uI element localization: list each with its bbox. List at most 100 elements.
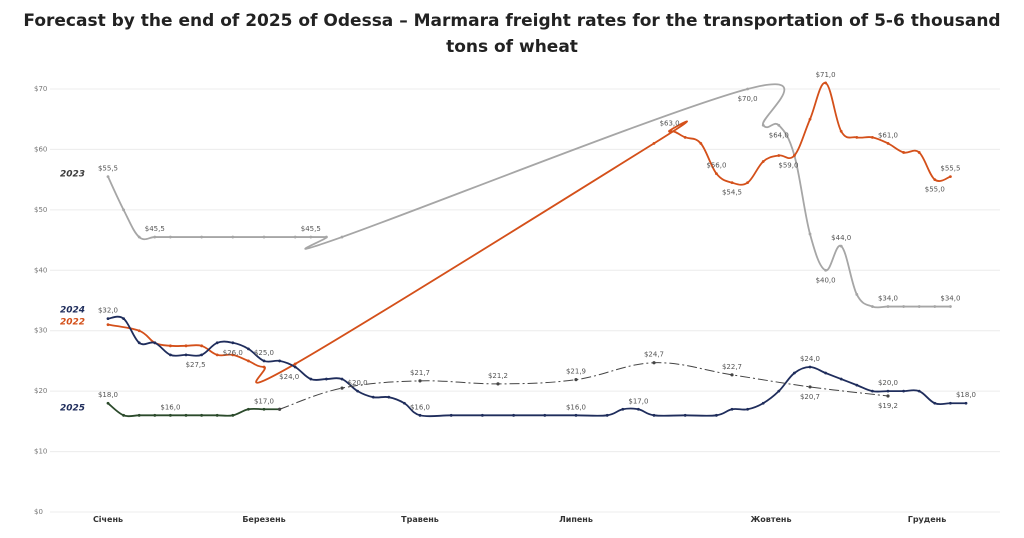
data-point-2024	[122, 317, 125, 321]
data-point-2025	[247, 407, 250, 411]
x-axis-ticks: Січень Березень Травень Липень Жовтень Груден…	[93, 514, 946, 524]
data-point-2022	[137, 329, 141, 333]
data-label-2025: $22,7	[722, 363, 742, 371]
data-point-2022	[169, 344, 172, 348]
series-group	[106, 81, 968, 418]
data-point-2024	[886, 389, 890, 393]
y-tick-label: $0	[34, 508, 43, 516]
data-point-2022	[808, 117, 812, 121]
data-point-2024	[309, 377, 313, 381]
data-point-2025	[137, 413, 141, 417]
data-point-2022	[106, 323, 110, 327]
data-point-2024	[449, 413, 453, 417]
data-point-2025	[418, 379, 422, 383]
data-point-2024	[871, 389, 874, 393]
data-point-2023	[839, 244, 843, 248]
data-point-2025	[200, 413, 204, 417]
data-point-2024	[153, 341, 157, 345]
data-point-2023	[746, 87, 749, 91]
data-label-2025: $21,7	[410, 369, 430, 377]
data-point-2024	[481, 413, 484, 417]
data-point-2022	[824, 81, 827, 85]
data-point-2024	[137, 341, 141, 345]
data-label-2023: $45,5	[145, 225, 165, 233]
data-point-2022	[215, 353, 219, 357]
data-point-2024	[169, 353, 172, 357]
data-point-2023	[871, 305, 874, 308]
data-point-2024	[855, 383, 859, 387]
y-tick-label: $70	[34, 85, 47, 93]
data-label-2022: $55,5	[940, 165, 960, 173]
data-point-2024	[964, 401, 968, 405]
data-labels: $55,5 $45,5 $45,5 $70,0 $64,0 $40,0 $44,0 $34,0…	[98, 71, 976, 411]
chart-title: Forecast by the end of 2025 of Odessa – …	[0, 8, 1024, 60]
data-label-2022: $63,0	[660, 119, 680, 127]
data-point-2023	[949, 305, 952, 308]
data-label-2022: $56,0	[706, 162, 726, 170]
data-point-2025	[730, 373, 734, 377]
data-point-2022	[652, 141, 656, 145]
data-point-2023	[122, 208, 125, 212]
data-point-2022	[871, 135, 874, 139]
x-tick-label: Жовтень	[751, 515, 792, 524]
data-point-2025	[122, 413, 125, 417]
data-point-2025	[808, 385, 812, 389]
data-label-2022: $61,0	[878, 131, 898, 139]
data-label-2024: $24,0	[800, 355, 820, 363]
data-point-2022	[777, 154, 781, 157]
data-label-2025: $21,2	[488, 372, 508, 380]
data-point-2024	[839, 377, 843, 381]
data-point-2024	[512, 413, 515, 417]
data-label-2025: $18,0	[98, 391, 118, 399]
data-point-2022	[247, 359, 250, 363]
data-point-2022	[902, 151, 905, 154]
data-point-2022	[917, 151, 921, 154]
y-tick-label: $10	[34, 448, 47, 456]
data-point-2025	[886, 394, 890, 398]
data-point-2022	[293, 362, 297, 366]
data-point-2023	[153, 235, 157, 239]
data-point-2024	[746, 407, 749, 411]
data-label-2024: $16,0	[566, 403, 586, 411]
data-point-2024	[761, 401, 765, 405]
data-label-2024: $27,5	[186, 361, 206, 369]
data-point-2023	[933, 305, 937, 308]
data-label-2022: $59,0	[778, 161, 798, 169]
data-label-2025: $24,7	[644, 351, 664, 359]
data-point-2025	[106, 401, 110, 405]
x-tick-label: Березень	[242, 515, 285, 524]
data-point-2022	[683, 135, 687, 139]
data-label-2022: $54,5	[722, 189, 742, 197]
data-label-2023: $70,0	[738, 95, 758, 103]
data-point-2024	[356, 389, 359, 393]
data-point-2022	[886, 141, 890, 145]
data-point-2024	[340, 377, 344, 381]
data-point-2022	[200, 344, 204, 348]
data-point-2022	[949, 175, 952, 179]
data-point-2024	[278, 359, 281, 363]
data-point-2023	[824, 268, 827, 272]
data-point-2023	[777, 123, 781, 127]
data-point-2025	[340, 386, 344, 390]
data-point-2023	[808, 232, 812, 236]
y-tick-label: $50	[34, 206, 47, 214]
series-line-2023	[107, 83, 951, 309]
data-label-2024: $32,0	[98, 307, 118, 315]
data-point-2022	[839, 129, 843, 133]
data-point-2025	[153, 413, 157, 417]
data-point-2024	[730, 407, 734, 411]
data-point-2022	[855, 135, 859, 139]
x-tick-label: Грудень	[908, 515, 947, 524]
data-label-2025: $17,0	[254, 397, 274, 405]
chart-title-line-2: tons of wheat	[446, 37, 578, 57]
data-point-2024	[574, 413, 578, 417]
data-point-2024	[777, 389, 781, 393]
data-point-2024	[215, 341, 219, 345]
series-name-2024: 2024	[60, 306, 85, 316]
series-line-2024	[107, 315, 966, 418]
data-point-2022	[730, 181, 734, 185]
data-point-2024	[247, 347, 250, 351]
data-point-2023	[340, 235, 344, 239]
data-label-2024: $26,0	[223, 349, 243, 357]
